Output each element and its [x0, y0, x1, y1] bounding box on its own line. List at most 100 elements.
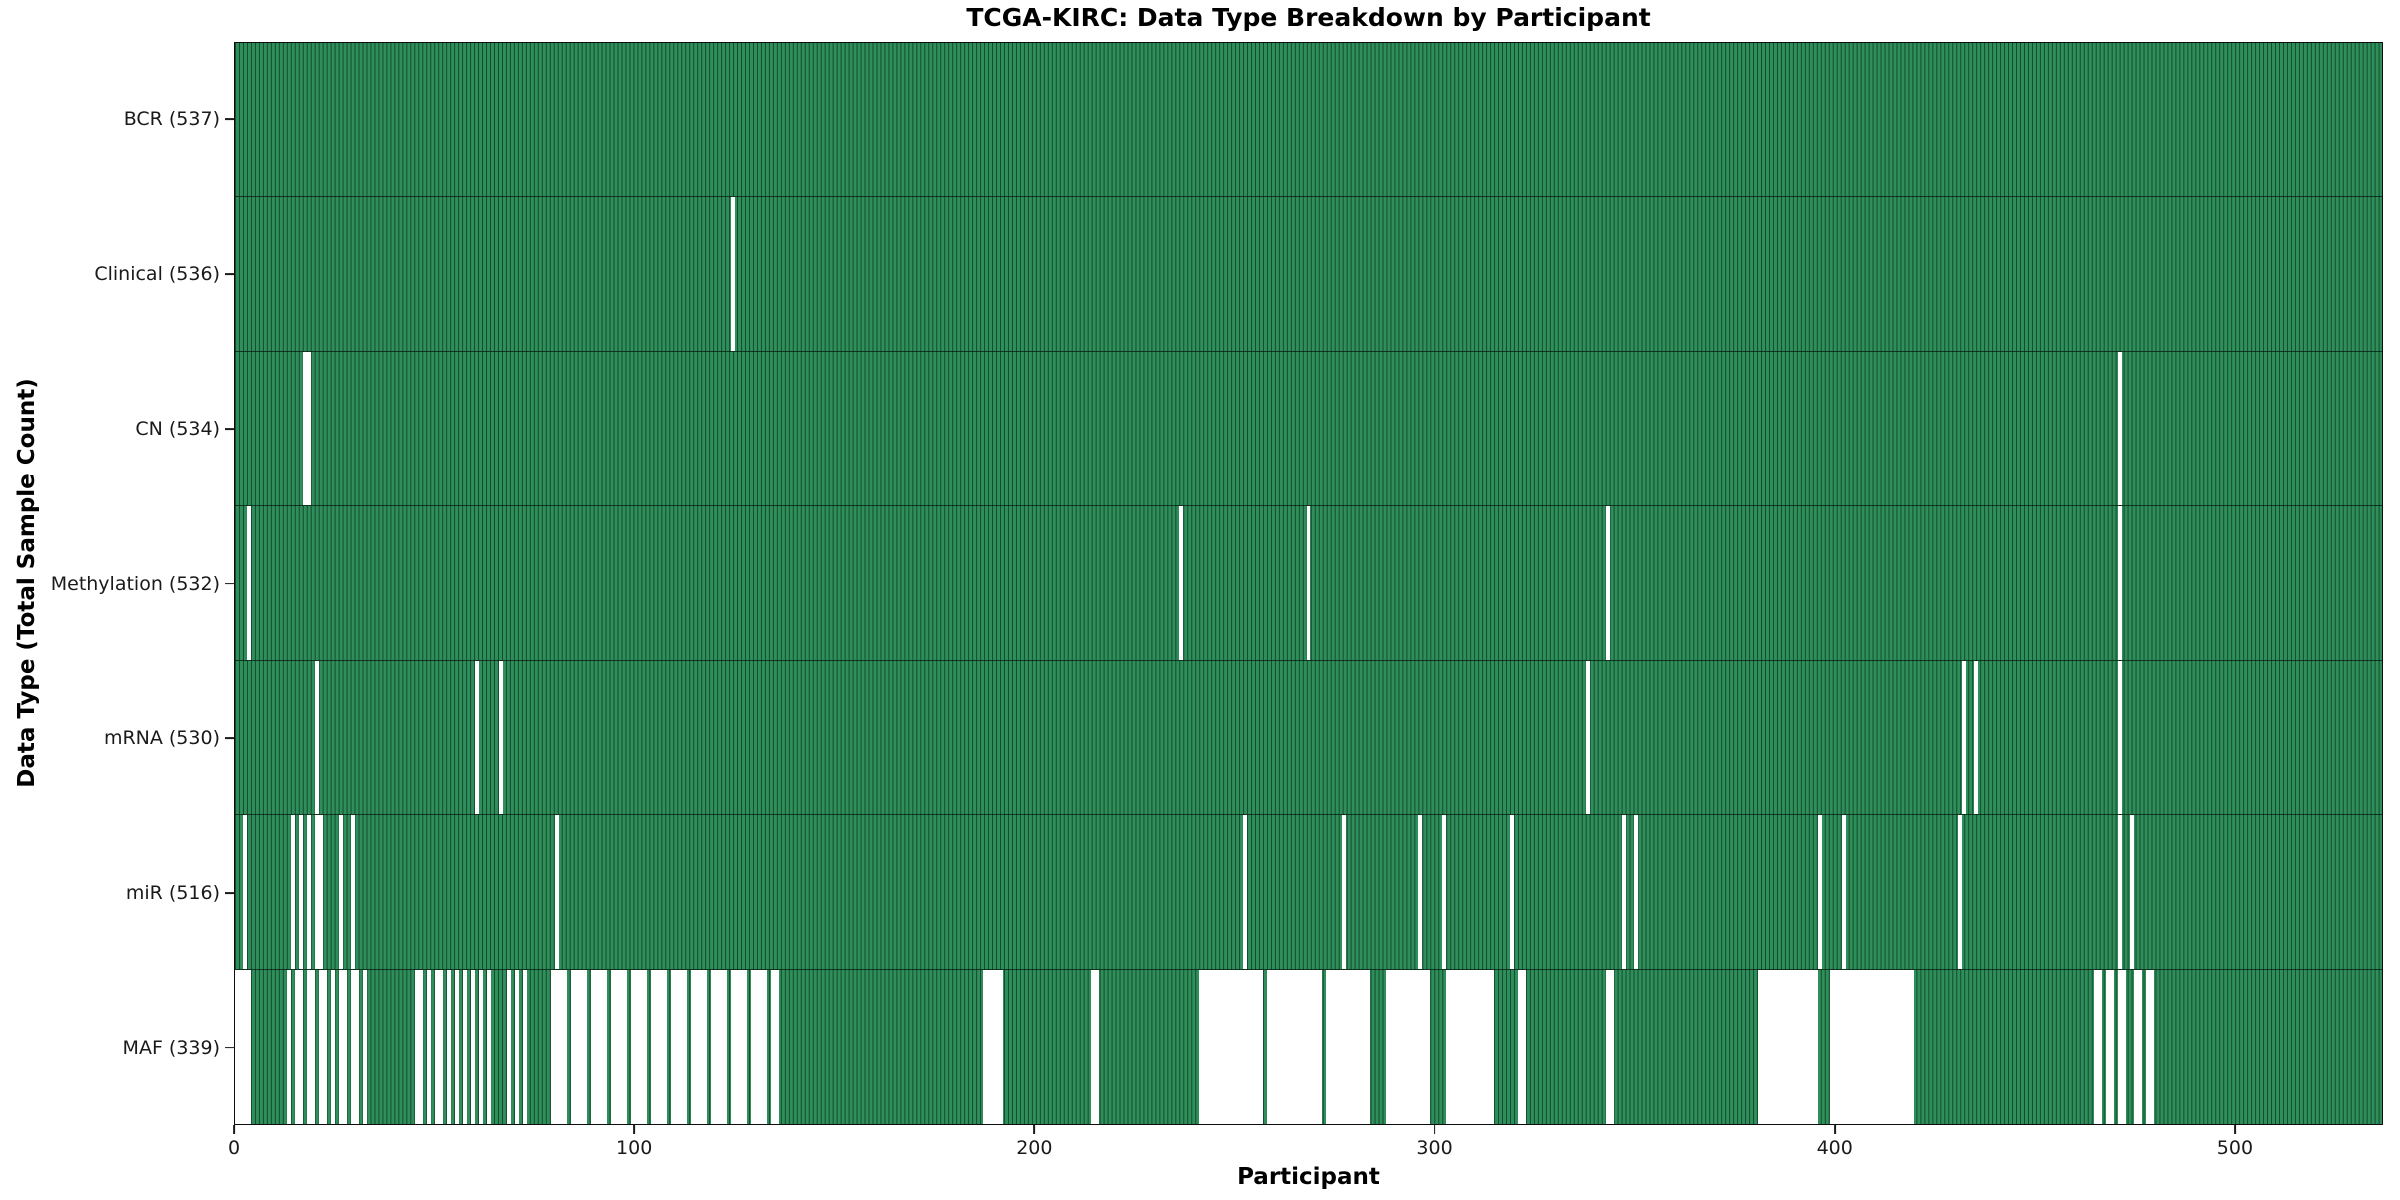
- absent-gap: [434, 969, 443, 1124]
- absent-gap: [1326, 969, 1371, 1124]
- absent-gap: [2118, 969, 2127, 1124]
- absent-gap: [318, 969, 327, 1124]
- absent-gap: [554, 815, 559, 969]
- heatmap-row-cn: [235, 351, 2382, 507]
- absent-gap: [1818, 815, 1823, 969]
- xtick-mark: [1033, 1125, 1036, 1134]
- absent-gap: [350, 969, 359, 1124]
- xtick-mark: [233, 1125, 235, 1134]
- absent-gap: [298, 815, 303, 969]
- absent-gap: [338, 815, 343, 969]
- absent-gap: [1586, 660, 1591, 815]
- ytick-mark: [225, 1046, 234, 1049]
- absent-gap: [1418, 815, 1423, 969]
- absent-gap: [730, 969, 747, 1124]
- absent-gap: [570, 969, 587, 1124]
- absent-gap: [1442, 815, 1447, 969]
- absent-gap: [670, 969, 687, 1124]
- absent-gap: [1842, 815, 1847, 969]
- absent-gap: [302, 351, 311, 506]
- absent-gap: [630, 969, 647, 1124]
- xtick-label-100: 100: [616, 1137, 653, 1159]
- absent-gap: [362, 969, 367, 1124]
- xtick-mark: [1833, 1125, 1836, 1134]
- absent-gap: [286, 969, 291, 1124]
- absent-gap: [294, 969, 303, 1124]
- absent-gap: [710, 969, 727, 1124]
- absent-gap: [750, 969, 767, 1124]
- heatmap-row-mrna: [235, 660, 2382, 816]
- absent-gap: [474, 660, 479, 815]
- absent-gap: [1974, 660, 1979, 815]
- ytick-label-mrna: mRNA (530): [103, 727, 220, 750]
- absent-gap: [1242, 815, 1247, 969]
- ytick-mark: [225, 737, 234, 740]
- absent-gap: [506, 969, 511, 1124]
- xtick-label-300: 300: [1416, 1137, 1453, 1159]
- ytick-label-mir: miR (516): [125, 881, 220, 904]
- absent-gap: [2118, 351, 2123, 506]
- x-axis-label: Participant: [1237, 1164, 1380, 1190]
- absent-gap: [446, 969, 451, 1124]
- absent-gap: [610, 969, 627, 1124]
- absent-gap: [2118, 815, 2123, 969]
- absent-gap: [550, 969, 567, 1124]
- absent-gap: [2118, 660, 2123, 815]
- absent-gap: [486, 969, 491, 1124]
- ytick-label-maf: MAF (339): [122, 1036, 220, 1059]
- absent-gap: [730, 197, 735, 351]
- absent-gap: [338, 969, 347, 1124]
- absent-gap: [1606, 506, 1611, 660]
- absent-gap: [2106, 969, 2115, 1124]
- absent-gap: [1510, 815, 1515, 969]
- ytick-mark: [225, 273, 234, 275]
- absent-gap: [1342, 815, 1347, 969]
- absent-gap: [770, 969, 779, 1124]
- absent-gap: [1830, 969, 1915, 1124]
- absent-gap: [246, 506, 251, 660]
- absent-gap: [1634, 815, 1639, 969]
- absent-gap: [590, 969, 607, 1124]
- absent-gap: [2146, 969, 2155, 1124]
- xtick-label-0: 0: [227, 1137, 241, 1159]
- absent-gap: [1198, 969, 1263, 1124]
- absent-gap: [1962, 660, 1967, 815]
- absent-gap: [650, 969, 667, 1124]
- absent-gap: [1622, 815, 1627, 969]
- absent-gap: [1958, 815, 1963, 969]
- xtick-label-400: 400: [1816, 1137, 1853, 1159]
- ytick-label-methylation: Methylation (532): [50, 572, 220, 595]
- ytick-label-clinical: Clinical (536): [94, 263, 220, 286]
- absent-gap: [414, 969, 423, 1124]
- absent-gap: [2118, 506, 2123, 660]
- absent-gap: [462, 969, 467, 1124]
- absent-gap: [242, 815, 247, 969]
- absent-gap: [1090, 969, 1099, 1124]
- absent-gap: [314, 660, 319, 815]
- heatmap-row-clinical: [235, 197, 2382, 352]
- chart-title: TCGA-KIRC: Data Type Breakdown by Partic…: [966, 3, 1651, 32]
- absent-gap: [478, 969, 483, 1124]
- heatmap-row-maf: [235, 969, 2382, 1124]
- absent-gap: [2094, 969, 2103, 1124]
- ytick-mark: [225, 892, 234, 894]
- xtick-mark: [633, 1125, 636, 1134]
- absent-gap: [314, 815, 323, 969]
- heatmap-row-methylation: [235, 506, 2382, 661]
- absent-gap: [514, 969, 519, 1124]
- absent-gap: [982, 969, 1003, 1124]
- absent-gap: [235, 969, 251, 1124]
- ytick-label-bcr: BCR (537): [123, 108, 220, 131]
- absent-gap: [690, 969, 707, 1124]
- absent-gap: [454, 969, 459, 1124]
- absent-gap: [470, 969, 475, 1124]
- absent-gap: [2134, 969, 2143, 1124]
- absent-gap: [1306, 506, 1311, 660]
- absent-gap: [1446, 969, 1495, 1124]
- absent-gap: [1266, 969, 1323, 1124]
- xtick-label-500: 500: [2216, 1137, 2254, 1159]
- xtick-mark: [1433, 1125, 1436, 1134]
- xtick-mark: [2234, 1125, 2236, 1134]
- ytick-mark: [225, 582, 234, 585]
